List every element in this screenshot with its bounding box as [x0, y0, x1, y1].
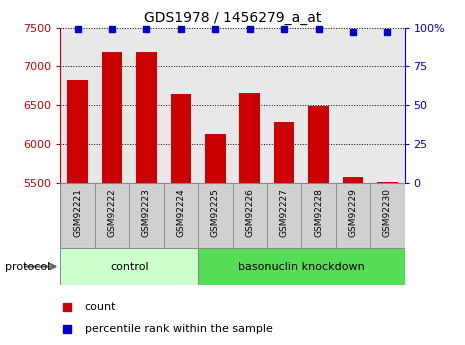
FancyBboxPatch shape	[301, 183, 336, 248]
FancyBboxPatch shape	[129, 183, 164, 248]
Text: percentile rank within the sample: percentile rank within the sample	[85, 325, 272, 334]
Bar	[136, 52, 157, 183]
Bar	[102, 52, 122, 183]
Text: GSM92230: GSM92230	[383, 188, 392, 237]
Bar	[239, 93, 260, 183]
FancyBboxPatch shape	[267, 183, 301, 248]
FancyBboxPatch shape	[198, 183, 232, 248]
Text: GSM92224: GSM92224	[176, 188, 186, 237]
Text: GSM92227: GSM92227	[279, 188, 289, 237]
Bar	[274, 122, 294, 183]
Bar	[377, 182, 398, 183]
Text: GSM92222: GSM92222	[107, 188, 117, 237]
Text: protocol: protocol	[5, 262, 50, 272]
Text: GSM92225: GSM92225	[211, 188, 220, 237]
FancyBboxPatch shape	[95, 183, 129, 248]
Bar	[67, 80, 88, 183]
Text: GSM92221: GSM92221	[73, 188, 82, 237]
Text: basonuclin knockdown: basonuclin knockdown	[238, 262, 365, 272]
Text: GSM92223: GSM92223	[142, 188, 151, 237]
Text: count: count	[85, 302, 116, 312]
FancyBboxPatch shape	[164, 183, 198, 248]
Bar	[205, 134, 226, 183]
Text: control: control	[110, 262, 149, 272]
Text: GSM92228: GSM92228	[314, 188, 323, 237]
FancyBboxPatch shape	[232, 183, 267, 248]
Bar	[171, 93, 191, 183]
Title: GDS1978 / 1456279_a_at: GDS1978 / 1456279_a_at	[144, 11, 321, 25]
Text: GSM92229: GSM92229	[348, 188, 358, 237]
FancyBboxPatch shape	[370, 183, 405, 248]
Bar	[343, 177, 363, 183]
FancyBboxPatch shape	[60, 183, 95, 248]
FancyBboxPatch shape	[60, 248, 198, 285]
FancyBboxPatch shape	[198, 248, 405, 285]
FancyBboxPatch shape	[336, 183, 370, 248]
Text: GSM92226: GSM92226	[245, 188, 254, 237]
Bar	[308, 106, 329, 183]
